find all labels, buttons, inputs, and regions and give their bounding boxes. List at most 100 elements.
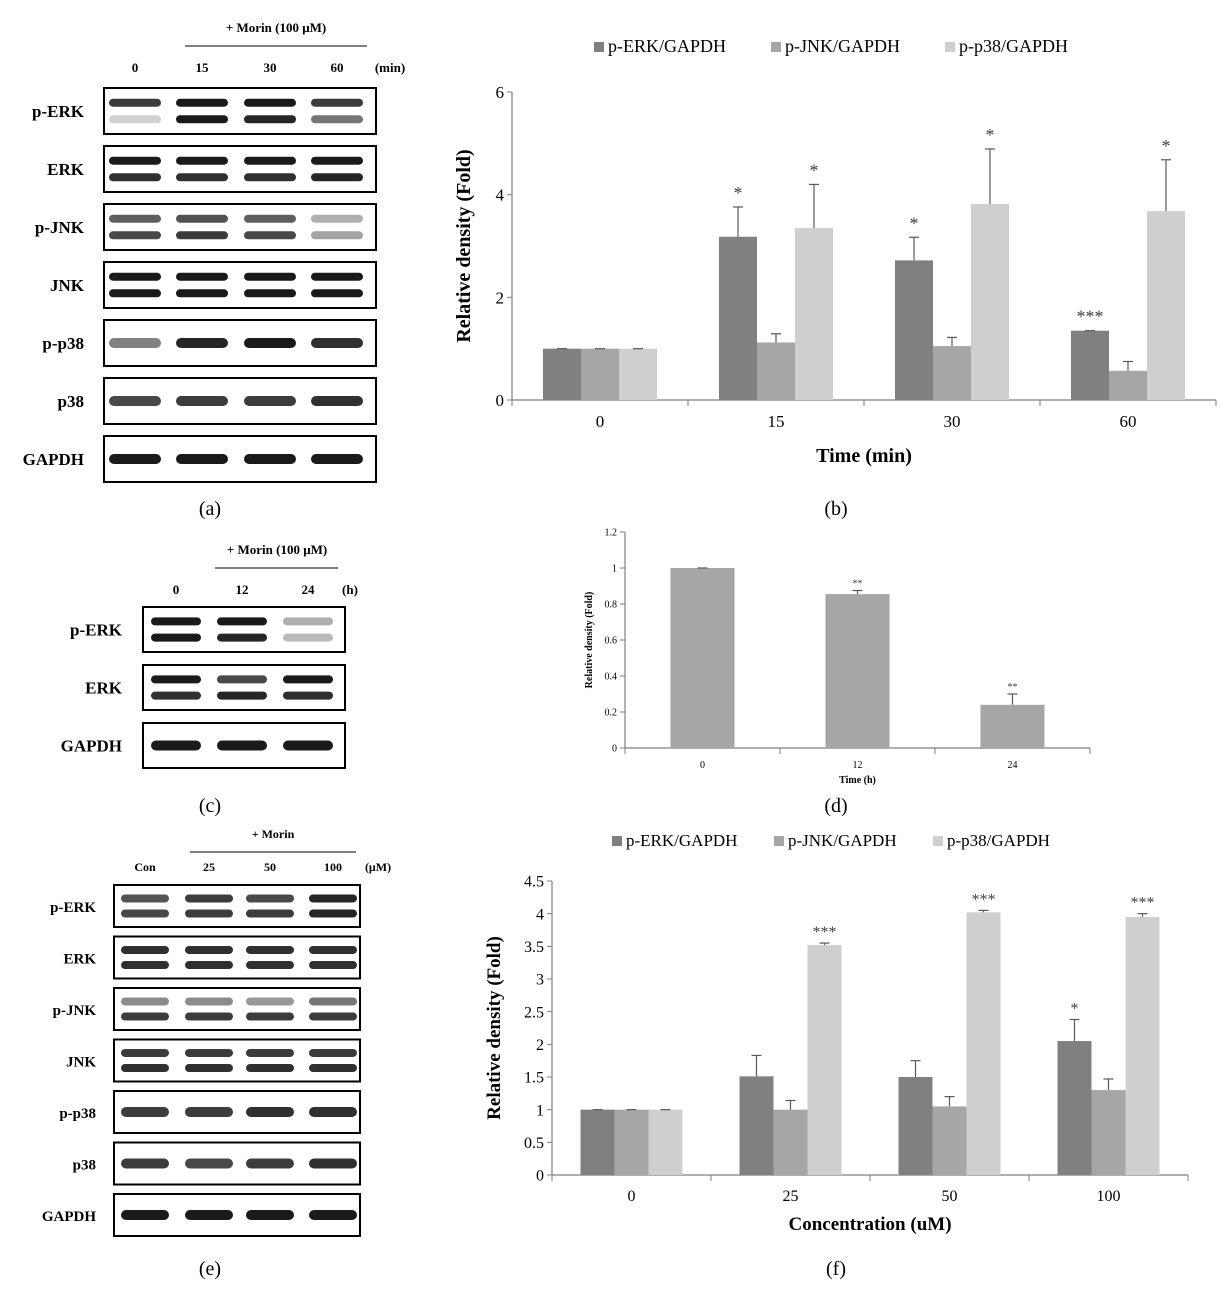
significance-marker: * [986,125,995,145]
blot-row: p-p38 [42,319,377,367]
blot-row-label: GAPDH [23,450,84,469]
blot-band [121,1107,169,1117]
blot-band [121,945,169,954]
blot-band [185,997,233,1006]
blot-band [121,1012,169,1021]
blot-band [176,396,228,406]
blot-band [217,633,267,642]
bar-p-erk-gapdh [825,594,890,748]
blot-row: p38 [58,377,377,425]
caption-a: (a) [199,498,221,520]
x-tick-label: 50 [942,1188,958,1205]
blot-band [311,173,363,182]
blot-band [309,1064,357,1073]
blot-row-label: ERK [63,952,96,968]
blot-band [121,1210,169,1220]
blot-band [109,272,161,281]
blot-band [309,1012,357,1021]
bar-p-erk-gapdh [739,1076,774,1175]
blot-band [121,1064,169,1073]
blot-band [185,909,233,918]
blot-band [309,961,357,970]
lane-label: 30 [264,60,277,75]
blot-band [244,98,296,107]
lane-label: 24 [302,582,316,597]
blot-band [121,1048,169,1057]
y-axis-title: Relative density (Fold) [584,592,595,689]
blot-row-label: ERK [85,679,123,698]
lane-label: 50 [264,860,276,874]
blot-row-label: GAPDH [61,737,122,756]
significance-marker: * [1162,136,1171,156]
blot-frame [142,664,346,711]
y-tick-label: 6 [496,83,505,102]
blot-band [311,289,363,298]
significance-marker: *** [972,891,996,908]
blot-band [311,272,363,281]
blot-row-label: p-ERK [70,621,123,640]
caption-d: (d) [824,795,847,817]
bar-p-jnk-gapdh [581,348,619,400]
blot-band [176,454,228,464]
bar-p-p38-gapdh [807,945,842,1175]
blot-band [185,961,233,970]
bar-p-p38-gapdh [1147,211,1185,400]
blot-band [176,156,228,165]
blot-band [244,214,296,223]
significance-marker: *** [813,924,837,941]
blot-band [309,1158,357,1169]
blot-row-label: JNK [66,1055,96,1071]
legend-swatch [774,836,784,846]
blot-band [311,338,363,348]
blot-band [246,1064,294,1073]
blot-row-label: p-JNK [53,1003,97,1019]
blot-frame [113,935,361,980]
significance-marker: * [1071,1001,1079,1018]
lane-label: 12 [236,582,249,597]
blot-band [217,675,267,684]
blot-band [121,909,169,918]
blot-row: p-JNK [35,203,377,251]
blot-band [185,1012,233,1021]
blot-row: p-ERK [50,884,361,928]
lane-label: 0 [173,582,180,597]
bar-p-jnk-gapdh [773,1109,808,1175]
significance-marker: * [910,213,919,233]
bar-p-jnk-gapdh [614,1109,649,1175]
x-axis-title: Time (h) [839,775,876,786]
bar-p-erk-gapdh [1071,330,1109,400]
blot-band [176,98,228,107]
x-tick-label: 24 [1008,760,1018,771]
y-tick-label: 2 [496,288,505,307]
blot-band [109,214,161,223]
blot-band [244,115,296,124]
blot-row-label: p-p38 [42,334,84,353]
blot-row: GAPDH [23,435,377,483]
blot-band [185,945,233,954]
blot-row: ERK [47,145,377,193]
bar-p-p38-gapdh [966,912,1001,1175]
y-tick-label: 1.2 [605,528,618,539]
blot-band [185,1210,233,1220]
blot-band [185,1048,233,1057]
blot-row-label: p38 [58,392,84,411]
blot-band [151,675,201,684]
legend-label: p-JNK/GAPDH [788,831,897,850]
legend-swatch [612,836,622,846]
treatment-label: + Morin [252,827,295,841]
caption-f: (f) [826,1258,846,1280]
lane-label: Con [134,860,156,874]
blot-band [309,1107,357,1117]
y-tick-label: 3.5 [524,939,544,956]
blot-row-label: GAPDH [42,1209,96,1225]
blot-band [176,115,228,124]
blot-row: GAPDH [61,722,346,769]
blot-band [309,1048,357,1057]
blot-band [244,156,296,165]
x-tick-label: 15 [768,412,785,431]
y-tick-label: 4.5 [524,874,544,891]
blot-band [283,740,333,751]
legend-label: p-p38/GAPDH [947,831,1050,850]
bar-chart-f: 00.511.522.533.544.50 25 50 100******* ***Co… [484,831,1189,1235]
